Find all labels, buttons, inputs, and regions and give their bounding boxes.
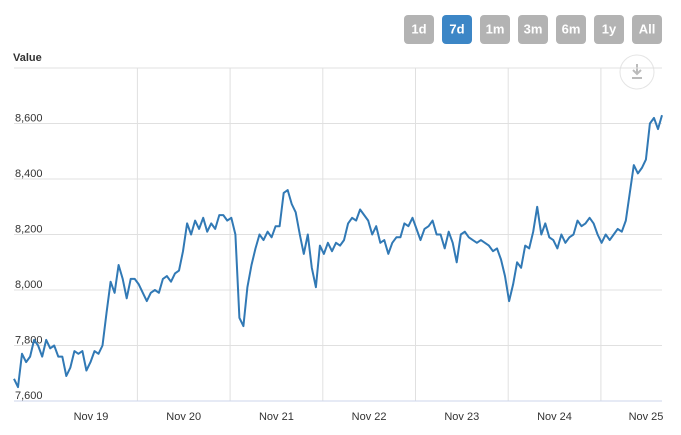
range-button[interactable]: All	[632, 15, 662, 44]
x-tick-label: Nov 25	[629, 411, 664, 423]
x-tick-label: Nov 21	[259, 411, 294, 423]
x-tick-label: Nov 22	[352, 411, 387, 423]
y-tick-label: 8,400	[15, 168, 43, 180]
button-label: All	[639, 21, 656, 36]
button-label: 7d	[449, 21, 464, 36]
button-bg	[404, 15, 434, 44]
y-tick-label: 7,600	[15, 390, 43, 402]
x-tick-label: Nov 19	[74, 411, 109, 423]
range-button[interactable]: 3m	[518, 15, 548, 44]
button-label: 3m	[524, 21, 543, 36]
button-bg	[480, 15, 510, 44]
button-bg	[632, 15, 662, 44]
button-bg	[518, 15, 548, 44]
x-tick-label: Nov 24	[537, 411, 572, 423]
y-tick-label: 8,600	[15, 112, 43, 124]
y-axis-title: Value	[13, 52, 42, 64]
y-tick-label: 8,200	[15, 223, 43, 235]
x-tick-label: Nov 23	[444, 411, 479, 423]
range-button[interactable]: 6m	[556, 15, 586, 44]
button-label: 1d	[411, 21, 426, 36]
button-bg	[442, 15, 472, 44]
range-button[interactable]: 1d	[404, 15, 434, 44]
button-bg	[594, 15, 624, 44]
button-label: 1m	[486, 21, 505, 36]
range-button[interactable]: 1m	[480, 15, 510, 44]
x-tick-label: Nov 20	[166, 411, 201, 423]
export-button[interactable]	[619, 54, 655, 90]
button-bg	[556, 15, 586, 44]
range-button[interactable]: 1y	[594, 15, 624, 44]
button-label: 1y	[602, 21, 617, 36]
price-line	[13, 114, 663, 389]
y-tick-label: 8,000	[15, 279, 43, 291]
button-label: 6m	[562, 21, 581, 36]
range-button[interactable]: 7d	[442, 15, 472, 44]
